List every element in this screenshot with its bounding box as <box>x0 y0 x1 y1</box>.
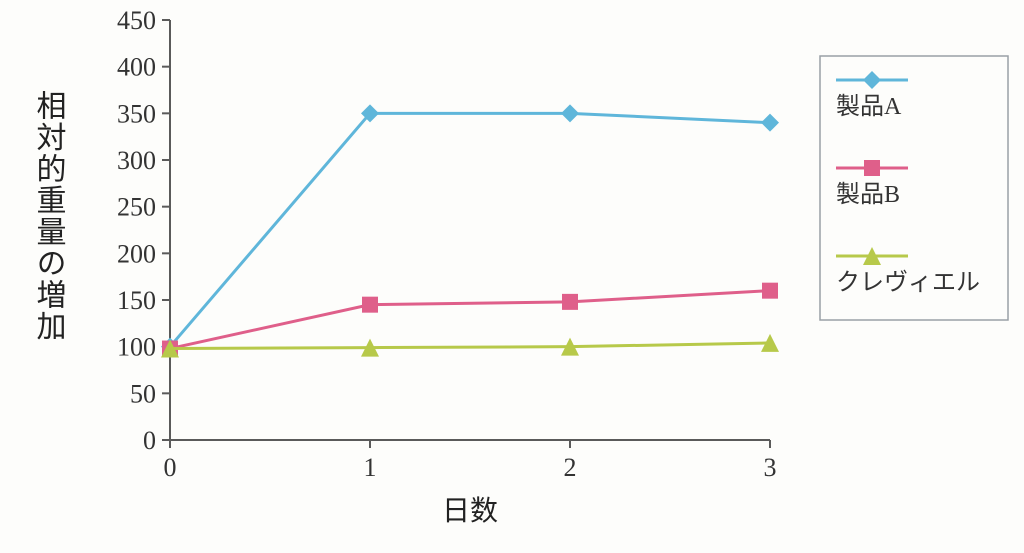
x-tick-label: 0 <box>164 453 177 482</box>
legend-label: 製品B <box>836 181 900 208</box>
y-tick-label: 150 <box>117 286 156 315</box>
y-tick-label: 350 <box>117 99 156 128</box>
x-tick-label: 2 <box>564 453 577 482</box>
x-axis-title: 日数 <box>442 495 498 527</box>
series-line <box>170 343 770 349</box>
legend-label: クレヴィエル <box>836 269 980 296</box>
series-line <box>170 291 770 349</box>
y-tick-label: 200 <box>117 239 156 268</box>
y-tick-label: 400 <box>117 53 156 82</box>
y-tick-label: 50 <box>130 379 156 408</box>
y-tick-label: 300 <box>117 146 156 175</box>
y-tick-label: 450 <box>117 6 156 35</box>
legend-label: 製品A <box>836 93 902 120</box>
weight-increase-chart: 0 50 100 150 200 250 300 350 400 450 0 1 2 3 日数 製品A 製品B ク… <box>0 0 1024 553</box>
y-tick-label: 250 <box>117 193 156 222</box>
series-line <box>170 113 770 346</box>
x-tick-label: 3 <box>764 453 777 482</box>
y-tick-label: 100 <box>117 333 156 362</box>
y-tick-label: 0 <box>143 426 156 455</box>
y-axis-title: 相対的重量の増加 <box>30 90 65 342</box>
x-tick-label: 1 <box>364 453 377 482</box>
